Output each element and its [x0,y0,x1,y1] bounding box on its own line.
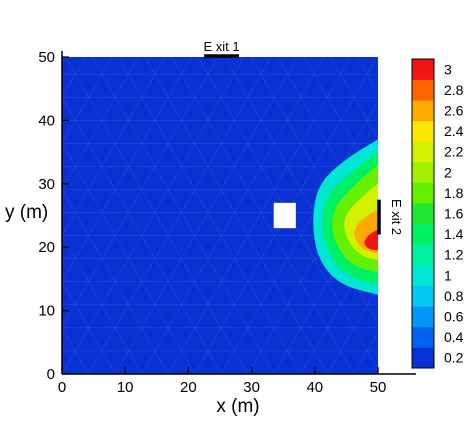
exit-2-label: E xit 2 [389,199,404,235]
colorbar-swatch [412,182,434,204]
y-axis-title: y (m) [5,202,48,223]
y-tick-label: 30 [38,176,55,193]
colorbar-swatch [412,265,434,286]
contour-layer [313,139,378,295]
x-tick-label: 10 [117,379,134,396]
contour-level-3 [364,229,378,251]
colorbar: 0.2 0.4 0.6 0.8 1 1.2 1.4 1.6 1.8 2 2.2 2.4 2.6 2.8 3 [411,58,464,369]
colorbar-tick-label: 2.4 [444,123,464,139]
colorbar-tick-label: 1.8 [444,185,464,201]
x-axis-title: x (m) [216,396,259,417]
colorbar-tick-label: 3 [444,61,452,77]
colorbar-swatch [412,79,434,101]
colorbar-swatch [412,162,434,183]
colorbar-tick-label: 1.2 [444,247,464,263]
colorbar-tick-label: 0.2 [444,350,464,366]
y-tick-label: 40 [38,112,55,129]
colorbar-tick-label: 2.8 [444,82,464,98]
colorbar-tick-label: 1 [444,267,452,283]
overlay-layer: E xit 1 E xit 2 [204,39,404,235]
colorbar-swatch [412,141,434,163]
colorbar-tick-label: 2 [444,164,452,180]
colorbar-tick-label: 2.6 [444,103,464,119]
x-tick-label: 0 [58,379,66,396]
colorbar-swatch [412,347,434,369]
y-tick-label: 20 [38,239,55,256]
colorbar-tick-label: 0.4 [444,329,464,345]
axes: 0 10 20 30 40 50 0 10 20 30 40 50 [38,49,416,396]
x-tick-label: 50 [370,379,387,396]
colorbar-swatch [412,203,434,225]
colorbar-swatch [412,285,434,307]
x-tick-label: 20 [180,379,197,396]
x-tick-label: 30 [243,379,260,396]
colorbar-swatch [412,120,434,142]
exit-1-label: E xit 1 [204,39,240,54]
y-tick-label: 50 [38,49,55,66]
colorbar-tick-label: 0.8 [444,288,464,304]
colorbar-swatch [412,100,434,122]
colorbar-swatch [412,223,434,245]
colorbar-tick-label: 2.2 [444,144,464,160]
obstacle [273,202,296,229]
colorbar-swatch [412,306,434,328]
colorbar-tick-label: 1.4 [444,226,464,242]
y-tick-label: 0 [47,366,55,383]
y-tick-label: 10 [38,303,55,320]
colorbar-tick-label: 0.6 [444,309,464,325]
x-tick-label: 40 [306,379,323,396]
colorbar-tick-label: 1.6 [444,206,464,222]
colorbar-swatch [412,244,434,266]
colorbar-frame [411,58,435,369]
colorbar-swatch [412,326,434,348]
colorbar-swatch [412,59,434,80]
